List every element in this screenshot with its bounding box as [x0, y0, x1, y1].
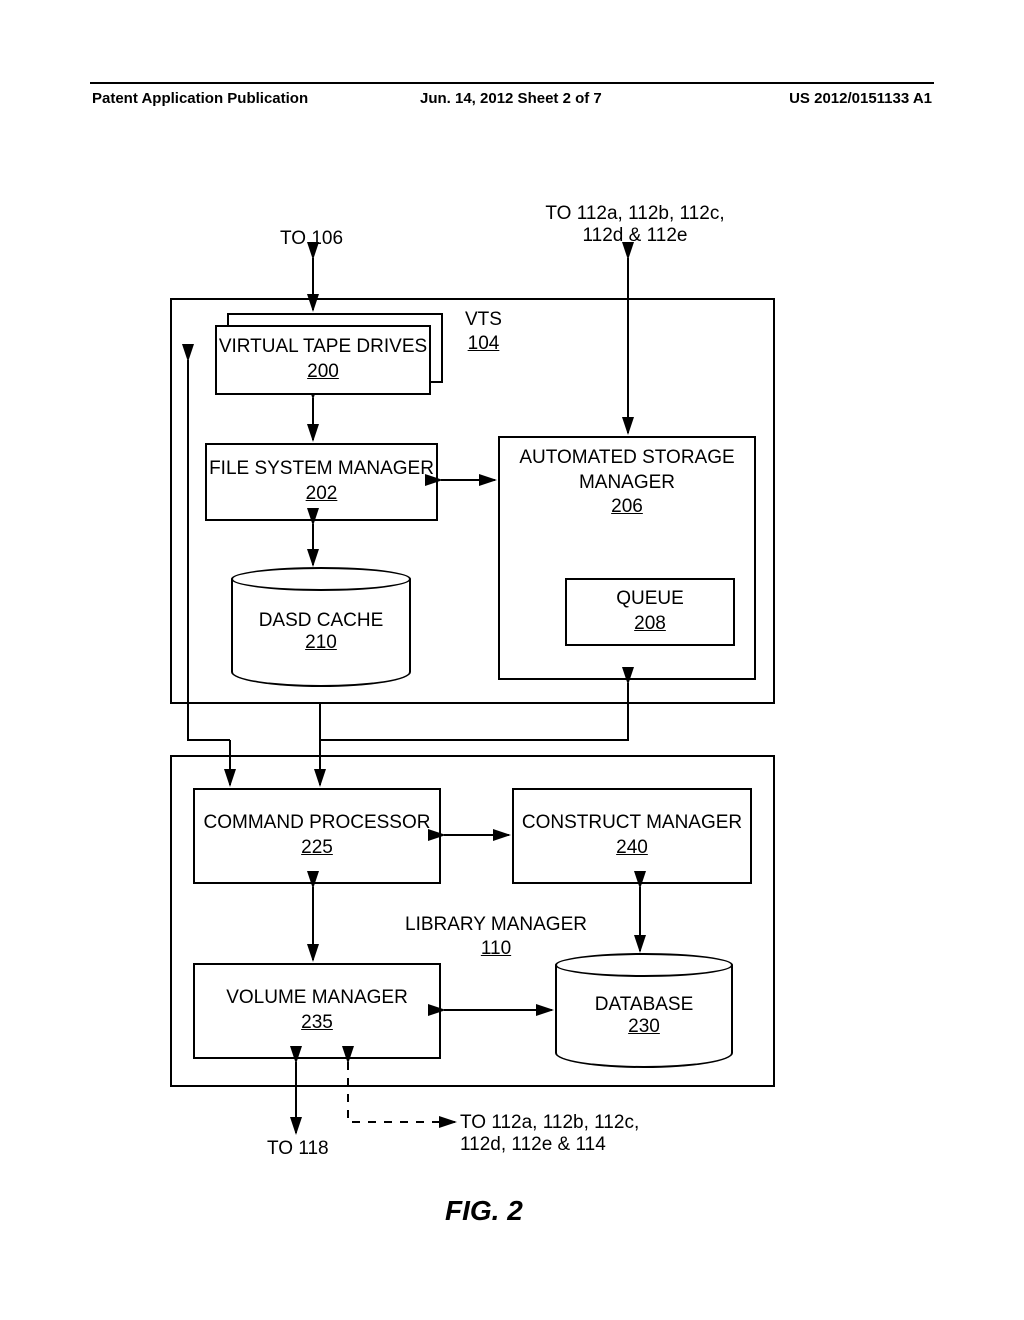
- diagram: TO 106 TO 112a, 112b, 112c, 112d & 112e …: [0, 0, 1024, 1320]
- virtual-tape-drives: VIRTUAL TAPE DRIVES 200: [215, 325, 431, 395]
- vtd-ref: 200: [307, 360, 339, 385]
- vtd-label: VIRTUAL TAPE DRIVES: [219, 335, 427, 360]
- connectors: [0, 0, 1024, 1320]
- page: Patent Application Publication Jun. 14, …: [0, 0, 1024, 1320]
